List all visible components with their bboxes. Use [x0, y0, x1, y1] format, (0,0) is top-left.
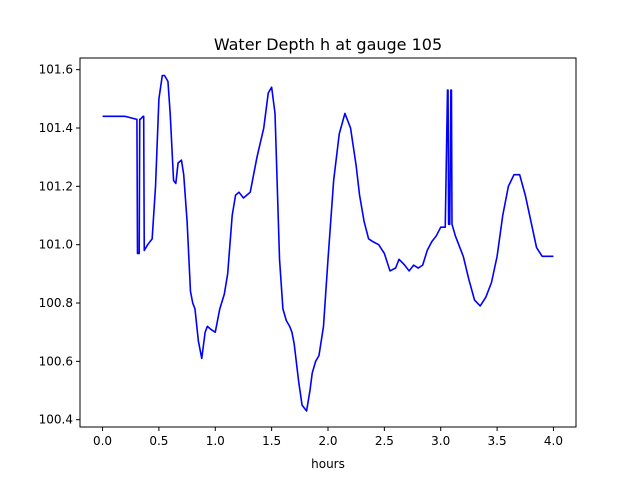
x-tick-label: 3.5 [488, 434, 507, 448]
series-line-0 [102, 74, 554, 412]
x-tick-label: 2.5 [375, 434, 394, 448]
y-tick-label: 101.6 [39, 63, 73, 77]
x-tick-label: 0.5 [149, 434, 168, 448]
series-layer [102, 74, 554, 412]
x-tick-label: 3.0 [431, 434, 450, 448]
x-tick-label: 4.0 [544, 434, 563, 448]
x-axis: 0.0 0.5 1.0 1.5 2.0 2.5 3.0 3.5 4.0 [93, 427, 563, 448]
y-tick-label: 100.8 [39, 296, 73, 310]
y-tick-label: 101.0 [39, 238, 73, 252]
x-axis-label: hours [311, 457, 345, 471]
y-tick-label: 101.4 [39, 121, 73, 135]
y-tick-label: 100.6 [39, 354, 73, 368]
y-axis: 100.4 100.6 100.8 101.0 101.2 101.4 101.6 [39, 63, 80, 427]
x-tick-label: 1.0 [206, 434, 225, 448]
plot-frame [80, 58, 576, 427]
y-tick-label: 100.4 [39, 413, 73, 427]
x-tick-label: 2.0 [318, 434, 337, 448]
y-tick-label: 101.2 [39, 179, 73, 193]
x-tick-label: 1.5 [262, 434, 281, 448]
plot-area [79, 57, 577, 428]
x-tick-label: 0.0 [93, 434, 112, 448]
chart-title: Water Depth h at gauge 105 [214, 35, 442, 54]
